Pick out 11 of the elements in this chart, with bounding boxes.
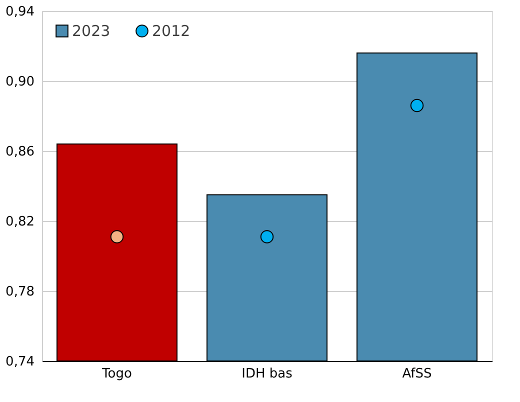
x-tick-label: IDH bas (242, 366, 293, 382)
x-tick-label: Togo (101, 366, 132, 382)
y-tick-label: 0,78 (6, 284, 34, 300)
y-tick-label: 0,86 (6, 144, 34, 160)
legend-label: 2023 (72, 22, 110, 40)
y-tick-label: 0,94 (6, 4, 34, 20)
y-tick-label: 0,74 (6, 354, 34, 370)
legend-label: 2012 (152, 22, 190, 40)
x-tick-label: AfSS (402, 366, 432, 382)
y-tick-label: 0,90 (6, 74, 34, 90)
y-tick-label: 0,82 (6, 214, 34, 230)
